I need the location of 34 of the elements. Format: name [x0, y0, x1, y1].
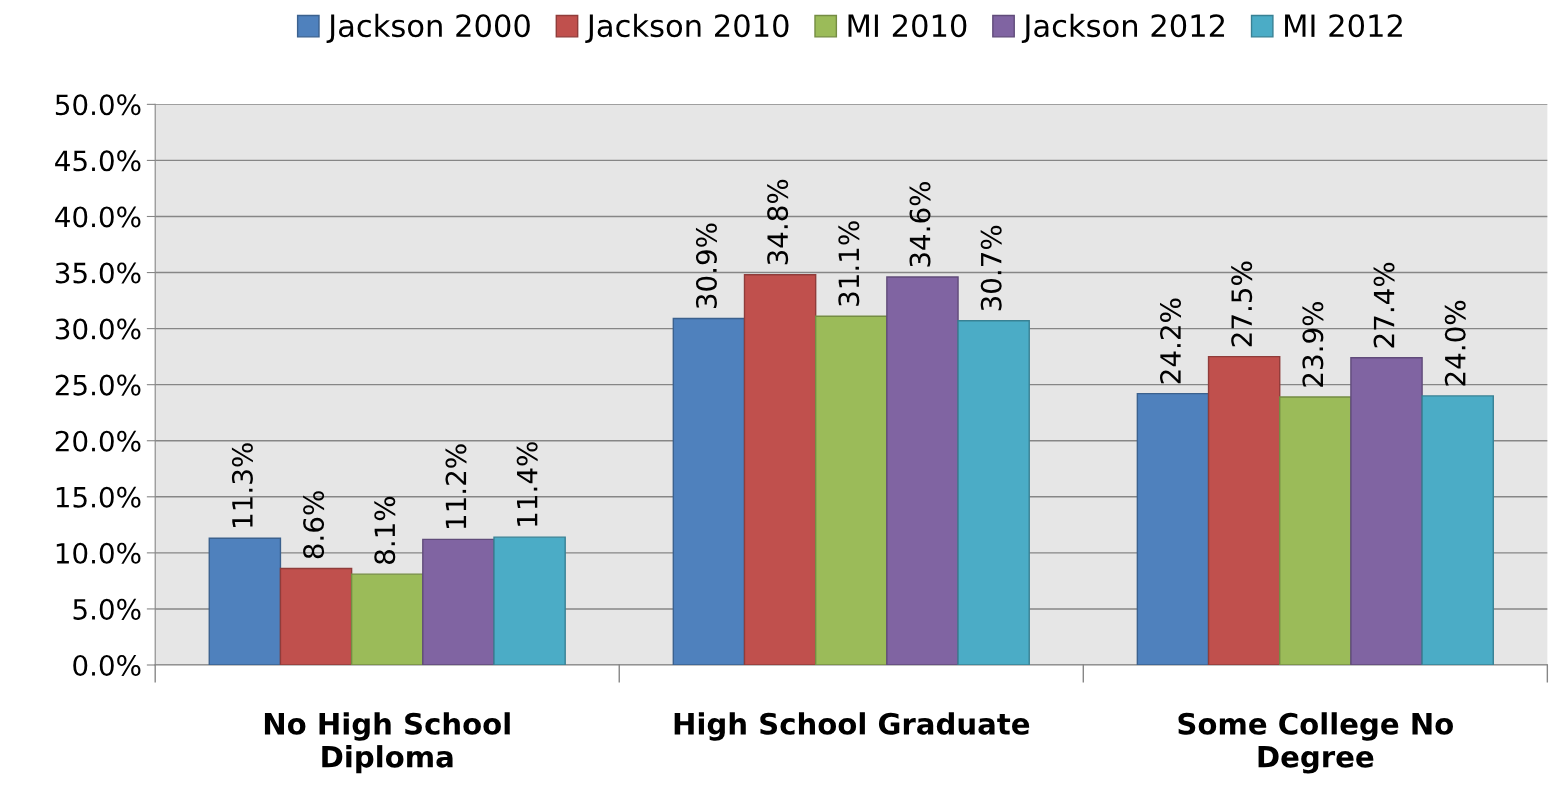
x-tick-label: High School Graduate — [674, 712, 1030, 741]
data-label: 34.6% — [909, 181, 931, 267]
y-tick-label: 35.0% — [55, 262, 141, 284]
legend-label: Jackson 2012 — [1021, 13, 1225, 43]
y-tick-label: 20.0% — [55, 430, 141, 452]
data-label: 11.4% — [516, 442, 538, 526]
data-label: 30.9% — [695, 223, 717, 309]
data-label: 8.6% — [303, 491, 325, 559]
data-label: 24.0% — [1444, 300, 1466, 386]
y-tick-label: 5.0% — [73, 598, 141, 620]
data-label: 27.5% — [1231, 261, 1253, 347]
data-label: 27.4% — [1373, 262, 1395, 348]
legend-label: MI 2010 — [848, 14, 967, 38]
y-tick-label: 50.0% — [55, 94, 141, 116]
y-tick-label: 45.0% — [55, 150, 141, 172]
data-label: 31.1% — [838, 221, 860, 306]
data-label: 11.3% — [231, 443, 253, 527]
x-tick-label: Some College No Degree — [1178, 712, 1453, 774]
legend-label: Jackson 2010 — [585, 13, 789, 43]
legend-label: Jackson 2000 — [326, 13, 530, 43]
y-tick-label: 25.0% — [55, 374, 141, 396]
data-label: 23.9% — [1302, 301, 1324, 387]
data-label: 34.8% — [767, 179, 789, 265]
y-tick-label: 40.0% — [55, 206, 141, 228]
y-tick-label: 30.0% — [55, 318, 141, 340]
data-label: 30.7% — [980, 225, 1002, 311]
data-label: 11.2% — [445, 444, 467, 529]
y-tick-label: 15.0% — [56, 486, 141, 508]
data-label: 24.2% — [1160, 298, 1182, 384]
data-label: 8.1% — [374, 496, 396, 564]
y-tick-label: 10.0% — [56, 542, 141, 564]
y-tick-label: 0.0% — [73, 654, 141, 676]
legend-label: MI 2012 — [1285, 14, 1402, 38]
x-tick-label: No High School Diploma — [264, 712, 510, 774]
